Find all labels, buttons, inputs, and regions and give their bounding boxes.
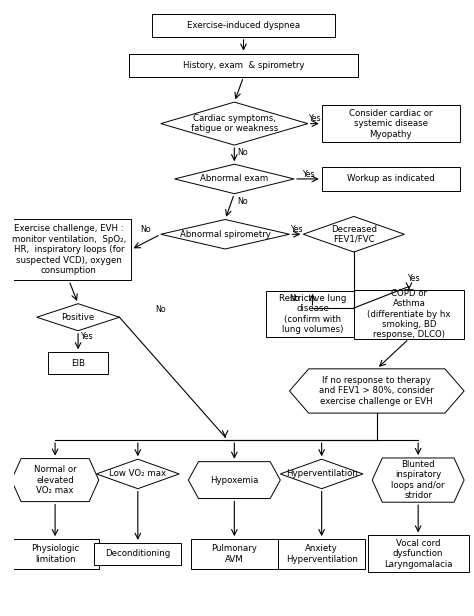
FancyBboxPatch shape <box>266 291 358 337</box>
FancyBboxPatch shape <box>354 290 464 339</box>
Text: Yes: Yes <box>309 114 321 123</box>
FancyBboxPatch shape <box>94 543 182 565</box>
Text: Pulmonary
AVM: Pulmonary AVM <box>211 544 257 564</box>
Polygon shape <box>97 459 179 488</box>
Text: No: No <box>237 197 248 206</box>
Text: Normal or
elevated
VO₂ max: Normal or elevated VO₂ max <box>34 465 76 495</box>
Polygon shape <box>280 459 363 488</box>
FancyBboxPatch shape <box>191 539 278 569</box>
Polygon shape <box>303 216 404 252</box>
Polygon shape <box>36 304 119 331</box>
Text: If no response to therapy
and FEV1 > 80%, consider
exercise challenge or EVH: If no response to therapy and FEV1 > 80%… <box>319 376 434 406</box>
Text: Abnormal exam: Abnormal exam <box>200 174 268 184</box>
Text: Physiologic
limitation: Physiologic limitation <box>31 544 79 564</box>
Polygon shape <box>290 369 464 413</box>
FancyBboxPatch shape <box>128 54 358 77</box>
Text: Workup as indicated: Workup as indicated <box>346 174 435 184</box>
FancyBboxPatch shape <box>322 168 459 190</box>
Text: Hyperventilation: Hyperventilation <box>286 469 357 479</box>
Text: History, exam  & spirometry: History, exam & spirometry <box>183 61 304 70</box>
Text: Deconditioning: Deconditioning <box>105 549 171 558</box>
Text: Yes: Yes <box>290 225 303 234</box>
Polygon shape <box>372 458 464 502</box>
Text: No: No <box>289 294 300 303</box>
Text: Yes: Yes <box>80 333 92 341</box>
Polygon shape <box>188 461 280 498</box>
Polygon shape <box>174 164 294 193</box>
Text: Consider cardiac or
systemic disease
Myopathy: Consider cardiac or systemic disease Myo… <box>349 108 432 139</box>
Text: Blunted
inspiratory
loops and/or
stridor: Blunted inspiratory loops and/or stridor <box>392 460 445 500</box>
Text: Yes: Yes <box>301 169 314 179</box>
Text: Exercise-induced dyspnea: Exercise-induced dyspnea <box>187 21 300 30</box>
Polygon shape <box>161 219 290 249</box>
FancyBboxPatch shape <box>322 105 459 142</box>
Text: COPD or
Asthma
(differentiate by hx
smoking, BD
response, DLCO): COPD or Asthma (differentiate by hx smok… <box>367 289 451 339</box>
FancyBboxPatch shape <box>7 219 131 280</box>
Text: Anxiety
Hyperventilation: Anxiety Hyperventilation <box>286 544 357 564</box>
Text: No: No <box>155 306 166 314</box>
FancyBboxPatch shape <box>48 352 108 375</box>
Text: Yes: Yes <box>407 274 420 283</box>
Polygon shape <box>161 102 308 145</box>
FancyBboxPatch shape <box>11 539 99 569</box>
Text: Vocal cord
dysfunction
Laryngomalacia: Vocal cord dysfunction Laryngomalacia <box>384 539 452 569</box>
Text: Positive: Positive <box>62 313 95 322</box>
Text: EIB: EIB <box>71 359 85 368</box>
Text: Abnormal spirometry: Abnormal spirometry <box>180 230 271 239</box>
Text: No: No <box>237 148 248 157</box>
Text: Exercise challenge, EVH :
monitor ventilation,  SpO₂,
HR,  inspiratory loops (fo: Exercise challenge, EVH : monitor ventil… <box>12 224 126 275</box>
FancyBboxPatch shape <box>278 539 365 569</box>
Text: Restrictive lung
disease
(confirm with
lung volumes): Restrictive lung disease (confirm with l… <box>279 294 346 334</box>
Polygon shape <box>11 458 99 501</box>
Text: Decreased
FEV1/FVC: Decreased FEV1/FVC <box>331 225 377 244</box>
FancyBboxPatch shape <box>152 14 336 37</box>
Text: No: No <box>141 225 151 234</box>
Text: Hypoxemia: Hypoxemia <box>210 476 258 485</box>
Text: Cardiac symptoms,
fatigue or weakness: Cardiac symptoms, fatigue or weakness <box>191 114 278 133</box>
FancyBboxPatch shape <box>368 535 469 572</box>
Text: Low VO₂ max: Low VO₂ max <box>109 469 166 479</box>
